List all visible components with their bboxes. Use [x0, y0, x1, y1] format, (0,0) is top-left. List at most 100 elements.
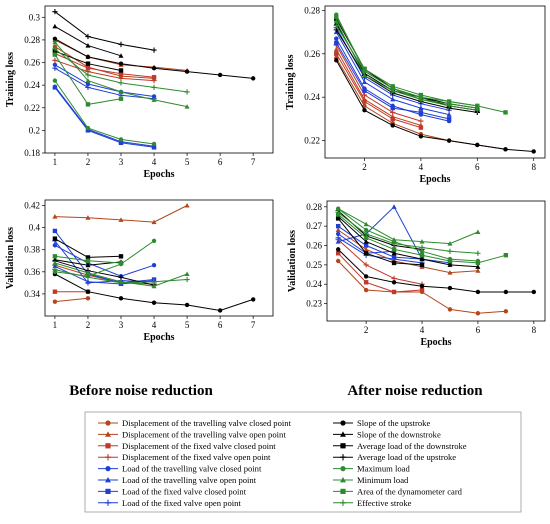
- data-point: [151, 283, 157, 289]
- data-point: [419, 283, 425, 289]
- series-line: [337, 252, 423, 293]
- data-point: [447, 307, 453, 312]
- series-line: [54, 238, 122, 258]
- data-point: [361, 79, 368, 85]
- data-point: [250, 297, 256, 302]
- series-area-of-the-dynamometer-card: [52, 254, 124, 266]
- series-displacement-of-the-travelling-valve-open-point: [333, 46, 424, 128]
- caption-after: After noise reduction: [347, 383, 483, 399]
- x-tick-label: 2: [364, 325, 369, 335]
- series-line: [335, 25, 478, 111]
- data-point: [85, 215, 91, 220]
- data-point: [363, 262, 369, 268]
- series-line: [335, 20, 478, 109]
- data-point: [52, 266, 58, 273]
- data-point: [118, 41, 124, 48]
- series-line: [54, 264, 155, 285]
- data-point: [250, 76, 256, 81]
- data-point: [52, 62, 58, 67]
- y-tick-label: 0.27: [306, 221, 322, 231]
- y-tick-label: 0.25: [306, 260, 322, 270]
- x-tick-label: 4: [152, 320, 157, 330]
- legend-item-displacement-of-the-fixed-valve-closed-point: Displacement of the fixed valve closed p…: [98, 441, 276, 451]
- series-slope-of-the-upstroke: [52, 271, 256, 313]
- legend-label: Displacement of the travelling valve ope…: [122, 429, 286, 439]
- data-point: [390, 85, 396, 92]
- x-tick-label: 1: [53, 320, 58, 330]
- data-point: [391, 289, 397, 295]
- legend-item-load-of-the-travelling-valve-open-point: Load of the travelling valve open point: [98, 475, 257, 485]
- data-point: [85, 72, 91, 78]
- data-point: [418, 105, 424, 111]
- legend-item-average-load-of-the-upstroke: Average load of the upstroke: [333, 452, 456, 462]
- series-average-load-of-the-upstroke: [52, 9, 157, 53]
- series-line: [54, 87, 155, 148]
- data-point: [334, 36, 339, 41]
- series-line: [54, 260, 155, 286]
- series-minimum-load: [333, 18, 480, 111]
- data-point: [151, 279, 157, 285]
- data-point: [335, 239, 341, 244]
- legend-label: Displacement of the fixed valve open poi…: [122, 452, 271, 462]
- data-point: [361, 92, 368, 98]
- series-line: [337, 249, 534, 293]
- legend-label: Minimum load: [357, 475, 409, 485]
- series-displacement-of-the-fixed-valve-closed-point: [335, 251, 425, 295]
- legend-label: Load of the fixed valve closed point: [122, 486, 247, 496]
- data-point: [151, 238, 157, 244]
- data-point: [475, 268, 481, 273]
- data-point: [118, 217, 124, 222]
- data-point: [390, 105, 395, 111]
- data-point: [184, 302, 190, 308]
- series-line: [54, 59, 155, 82]
- data-point: [391, 260, 397, 266]
- data-point: [118, 75, 124, 82]
- legend-label: Load of the travelling valve closed poin…: [122, 464, 262, 474]
- x-tick-label: 8: [532, 325, 537, 335]
- data-point: [335, 235, 341, 241]
- data-point: [447, 285, 453, 291]
- data-point: [335, 227, 341, 233]
- series-effective-stroke: [52, 46, 190, 95]
- series-average-load-of-the-downstroke: [334, 16, 480, 113]
- y-axis-label: Validation loss: [5, 227, 16, 289]
- y-tick-label: 0.24: [304, 92, 320, 102]
- x-tick-label: 2: [362, 162, 367, 172]
- series-slope-of-the-downstroke: [52, 23, 124, 58]
- x-tick-label: 3: [119, 157, 124, 167]
- series-line: [335, 60, 534, 152]
- data-point: [362, 108, 367, 113]
- data-point: [85, 54, 91, 60]
- data-point: [52, 9, 58, 15]
- data-point: [52, 85, 58, 90]
- legend-item-load-of-the-fixed-valve-open-point: Load of the fixed valve open point: [98, 498, 241, 508]
- data-point: [52, 214, 58, 219]
- series-line: [337, 208, 479, 245]
- data-point: [85, 270, 91, 275]
- legend-item-load-of-the-travelling-valve-closed-point: Load of the travelling valve closed poin…: [98, 464, 262, 474]
- series-line: [335, 29, 478, 113]
- data-point: [118, 254, 124, 259]
- x-tick-label: 5: [185, 320, 190, 330]
- data-point: [390, 123, 395, 128]
- legend-label: Load of the fixed valve open point: [122, 498, 241, 508]
- x-tick-label: 6: [218, 157, 223, 167]
- data-point: [335, 206, 341, 211]
- data-point: [85, 65, 91, 71]
- data-point: [333, 22, 339, 29]
- data-point: [52, 46, 58, 52]
- series-load-of-the-travelling-valve-open-point: [52, 83, 157, 149]
- data-point: [217, 308, 223, 313]
- y-tick-label: 0.3: [29, 12, 41, 22]
- data-point: [363, 235, 369, 240]
- y-tick-label: 0.28: [306, 202, 322, 212]
- x-axis-label: Epochs: [419, 174, 450, 185]
- y-tick-label: 0.28: [304, 5, 320, 15]
- data-point: [85, 274, 91, 280]
- data-point: [418, 118, 424, 124]
- data-point: [52, 236, 58, 241]
- data-point: [503, 289, 509, 295]
- y-tick-label: 0.36: [24, 267, 40, 277]
- legend-item-displacement-of-the-travelling-valve-closed-point: Displacement of the travelling valve clo…: [98, 418, 292, 428]
- data-point: [184, 104, 190, 109]
